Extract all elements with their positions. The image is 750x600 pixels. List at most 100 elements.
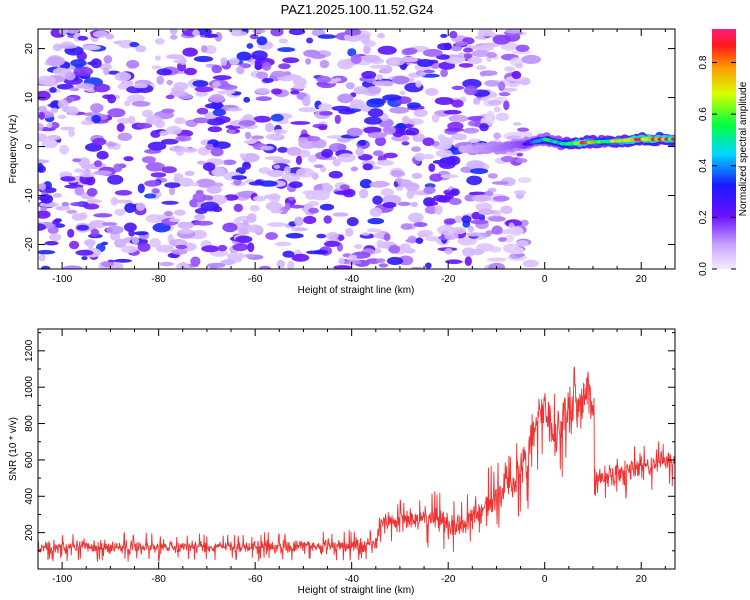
noise-cell [52, 67, 70, 76]
noise-cell [161, 108, 175, 114]
noise-cell [113, 163, 123, 173]
figure-title: PAZ1.2025.100.11.52.G24 [281, 2, 434, 17]
noise-cell [70, 59, 87, 67]
noise-cell [316, 233, 327, 239]
noise-cell [270, 29, 284, 37]
noise-cell [413, 222, 428, 228]
noise-cell [177, 221, 194, 229]
noise-cell [347, 48, 357, 57]
noise-cell [235, 235, 253, 243]
noise-cell [193, 117, 209, 124]
noise-cell [217, 244, 228, 252]
noise-cell [123, 222, 137, 232]
noise-cell [319, 111, 333, 116]
noise-cell [422, 48, 443, 57]
noise-cell [396, 185, 404, 191]
noise-cell [70, 202, 85, 207]
noise-cell [251, 50, 268, 61]
noise-cell [289, 204, 305, 209]
noise-cell [479, 123, 489, 132]
noise-cell [411, 146, 421, 152]
noise-cell [76, 224, 89, 231]
noise-cell [194, 213, 206, 221]
noise-cell [233, 217, 241, 224]
noise-cell [319, 203, 335, 211]
noise-cell [471, 194, 492, 202]
noise-cell [38, 111, 45, 120]
noise-cell [55, 205, 71, 211]
noise-cell [265, 133, 281, 140]
noise-cell [334, 114, 341, 124]
noise-cell [367, 108, 384, 118]
noise-cell [135, 202, 145, 211]
noise-cell [127, 94, 145, 103]
noise-cell [171, 248, 188, 255]
noise-cell [169, 186, 176, 196]
noise-cell [124, 203, 137, 213]
y-tick-label: -10 [24, 188, 35, 203]
noise-cell [290, 121, 311, 125]
noise-cell [437, 43, 452, 51]
noise-cell [278, 38, 288, 44]
noise-cell [259, 145, 274, 151]
noise-cell [294, 227, 309, 232]
noise-cell [105, 141, 117, 147]
noise-cell [366, 228, 382, 233]
noise-cell [220, 259, 236, 266]
noise-cell [190, 182, 200, 187]
noise-cell [429, 173, 443, 182]
noise-cell [311, 191, 330, 201]
noise-cell [246, 43, 254, 49]
noise-cell [79, 212, 88, 220]
noise-cell [493, 106, 501, 113]
noise-cell [127, 115, 136, 124]
noise-cell [467, 225, 475, 233]
noise-cell [451, 85, 465, 90]
noise-cell [486, 52, 497, 59]
noise-cell [484, 79, 500, 87]
noise-cell [116, 123, 125, 132]
noise-cell [201, 245, 220, 253]
noise-cell [64, 71, 76, 81]
spectrogram-heatmap [38, 29, 675, 269]
noise-cell [93, 83, 111, 93]
noise-cell [451, 133, 467, 141]
noise-cell [196, 160, 207, 165]
noise-cell [401, 141, 410, 146]
noise-cell [200, 201, 220, 212]
x-tick-label: 0 [542, 274, 548, 285]
noise-cell [509, 246, 525, 255]
noise-cell [419, 71, 426, 77]
noise-cell [242, 161, 251, 170]
noise-cell [83, 203, 100, 210]
noise-cell [238, 229, 250, 235]
noise-cell [504, 234, 515, 243]
noise-cell [271, 70, 287, 78]
x-tick-label: -40 [344, 274, 359, 285]
noise-cell [256, 71, 268, 80]
x-tick-label: -40 [344, 574, 359, 585]
noise-cell [176, 262, 190, 269]
noise-cell [406, 189, 415, 199]
noise-cell [131, 236, 140, 245]
noise-cell [266, 169, 284, 178]
noise-cell [501, 155, 515, 163]
noise-cell [500, 42, 519, 51]
noise-cell [107, 174, 124, 185]
noise-cell [515, 62, 524, 69]
noise-cell [478, 208, 494, 216]
noise-cell [424, 205, 438, 215]
noise-cell [65, 29, 80, 34]
noise-cell [41, 265, 51, 269]
y-tick-label: 800 [24, 415, 35, 432]
noise-cell [102, 94, 113, 99]
noise-cell [338, 257, 345, 265]
colorbar-gradient [712, 29, 736, 269]
noise-cell [87, 243, 94, 249]
noise-cell [54, 218, 62, 223]
noise-cell [212, 141, 231, 149]
noise-cell [247, 224, 262, 233]
noise-cell [169, 90, 189, 97]
noise-cell [156, 244, 175, 253]
